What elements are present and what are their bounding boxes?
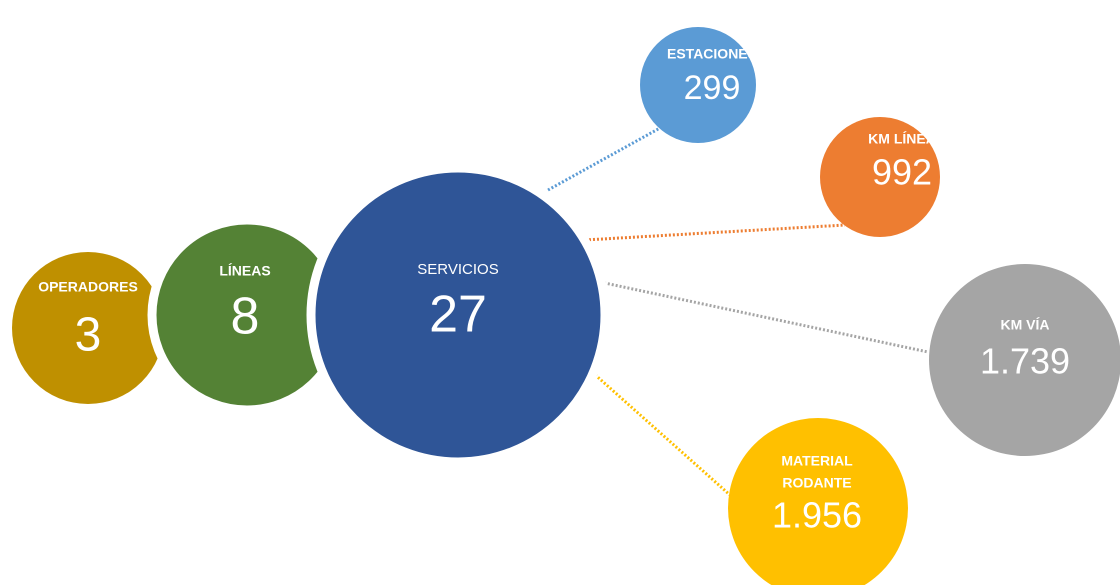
node-circle: [820, 117, 940, 237]
node-value: 992: [872, 152, 932, 193]
connector: [547, 126, 661, 192]
node-label: KM VÍA: [1001, 317, 1050, 333]
node-label: OPERADORES: [38, 279, 138, 295]
node-label: LÍNEAS: [219, 263, 270, 279]
node-circle: [640, 27, 756, 143]
node-circle: [929, 264, 1120, 456]
connector: [591, 370, 731, 497]
node-label: KM LÍNEA: [868, 131, 936, 147]
node-circle: [728, 418, 908, 585]
node-value: 3: [75, 309, 102, 362]
node-label: SERVICIOS: [417, 261, 498, 278]
node-value: 299: [684, 69, 741, 107]
node-label: MATERIAL: [781, 453, 853, 469]
node-label: ESTACIONES: [667, 46, 757, 62]
node-circle: [12, 252, 164, 404]
connector: [584, 223, 846, 242]
node-value: 8: [231, 288, 260, 346]
node-circle: [306, 163, 610, 467]
node-value: 1.956: [772, 495, 862, 536]
connector: [599, 280, 929, 354]
node-label: RODANTE: [782, 475, 851, 491]
node-value: 27: [429, 286, 487, 344]
node-value: 1.739: [980, 341, 1070, 382]
